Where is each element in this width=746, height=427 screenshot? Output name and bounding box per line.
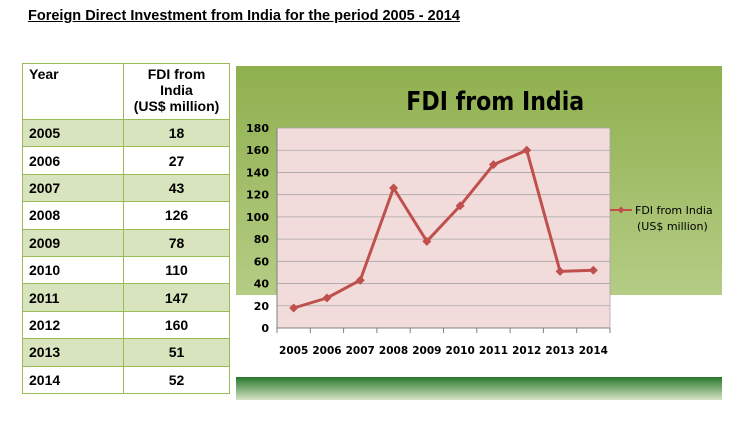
- fdi-table: Year FDI from India (US$ million) 2005 18…: [22, 63, 230, 394]
- fdi-value-cell: 52: [123, 365, 230, 394]
- table-row: 2009 78: [22, 228, 230, 257]
- legend-label-line2: (US$ million): [637, 220, 708, 233]
- page-heading: Foreign Direct Investment from India for…: [28, 8, 460, 24]
- x-tick-label: 2012: [512, 345, 541, 357]
- year-cell: 2008: [22, 201, 124, 230]
- year-cell: 2011: [22, 283, 124, 312]
- x-tick-label: 2013: [545, 345, 574, 357]
- year-cell: 2007: [22, 173, 124, 203]
- x-tick-label: 2010: [446, 345, 475, 357]
- header-year: Year: [22, 63, 124, 120]
- table-header-row: Year FDI from India (US$ million): [22, 63, 230, 120]
- fdi-chart: 0 20 40 60 80 100 120 140 160 180 2005 2006 2007 200…: [236, 66, 722, 400]
- data-point: [322, 293, 332, 303]
- y-tick-labels: 0 20 40 60 80 100 120 140 160 180: [246, 122, 269, 335]
- fdi-value-cell: 160: [123, 310, 230, 340]
- data-point: [355, 275, 365, 285]
- table-row: 2005 18: [22, 118, 230, 148]
- series-fdi: [289, 145, 598, 313]
- data-point: [488, 160, 498, 170]
- table-row: 2012 160: [22, 310, 230, 340]
- y-tick-label: 0: [261, 322, 269, 335]
- axes: [276, 128, 611, 333]
- fdi-value-cell: 51: [123, 338, 230, 367]
- year-cell: 2010: [22, 255, 124, 285]
- table-row: 2006 27: [22, 146, 230, 175]
- y-tick-label: 140: [246, 166, 269, 179]
- header-fdi-line3: (US$ million): [133, 98, 220, 114]
- year-cell: 2012: [22, 310, 124, 340]
- legend-label-line1: FDI from India: [635, 204, 713, 217]
- data-point: [522, 145, 532, 155]
- fdi-value-cell: 147: [123, 283, 230, 312]
- chart-bottom-band: [236, 377, 722, 400]
- x-tick-label: 2006: [312, 345, 341, 357]
- fdi-value-cell: 126: [123, 201, 230, 230]
- x-tick-label: 2008: [379, 345, 408, 357]
- header-fdi-line2: India: [160, 82, 193, 98]
- y-tick-label: 60: [254, 255, 270, 268]
- data-point: [389, 183, 399, 193]
- data-point: [422, 236, 432, 246]
- x-tick-labels: 2005 2006 2007 2008 2009 2010 2011 2012 2013 2014: [279, 345, 608, 357]
- header-fdi-line1: FDI from: [147, 66, 206, 82]
- year-cell: 2005: [22, 118, 124, 148]
- year-cell: 2009: [22, 228, 124, 257]
- fdi-value-cell: 110: [123, 255, 230, 285]
- year-cell: 2014: [22, 365, 124, 394]
- x-tick-label: 2007: [346, 345, 375, 357]
- x-tick-label: 2005: [279, 345, 308, 357]
- series-line: [293, 148, 594, 310]
- y-tick-label: 160: [246, 144, 269, 157]
- y-tick-label: 180: [246, 122, 269, 135]
- table-row: 2011 147: [22, 283, 230, 312]
- legend: FDI from India (US$ million): [610, 204, 713, 233]
- gridlines: [277, 149, 610, 307]
- fdi-value-cell: 43: [123, 173, 230, 203]
- table-row: 2013 51: [22, 338, 230, 367]
- table-row: 2014 52: [22, 365, 230, 394]
- legend-marker: [617, 206, 625, 214]
- fdi-value-cell: 27: [123, 146, 230, 175]
- year-cell: 2013: [22, 338, 124, 367]
- table-row: 2010 110: [22, 255, 230, 285]
- y-tick-label: 100: [246, 211, 269, 224]
- y-tick-label: 20: [254, 300, 270, 313]
- data-point: [455, 201, 465, 211]
- table-row: 2008 126: [22, 201, 230, 230]
- y-tick-label: 80: [254, 233, 270, 246]
- data-point: [289, 303, 299, 313]
- fdi-value-cell: 78: [123, 228, 230, 257]
- data-point: [588, 265, 598, 275]
- y-tick-label: 40: [254, 278, 270, 291]
- header-fdi: FDI from India (US$ million): [123, 63, 230, 120]
- fdi-value-cell: 18: [123, 118, 230, 148]
- x-tick-label: 2014: [579, 345, 608, 357]
- table-row: 2007 43: [22, 173, 230, 203]
- data-point: [555, 266, 565, 276]
- x-tick-label: 2011: [479, 345, 508, 357]
- chart-title: FDI from India: [406, 86, 584, 116]
- x-tick-label: 2009: [412, 345, 441, 357]
- y-tick-label: 120: [246, 189, 269, 202]
- year-cell: 2006: [22, 146, 124, 175]
